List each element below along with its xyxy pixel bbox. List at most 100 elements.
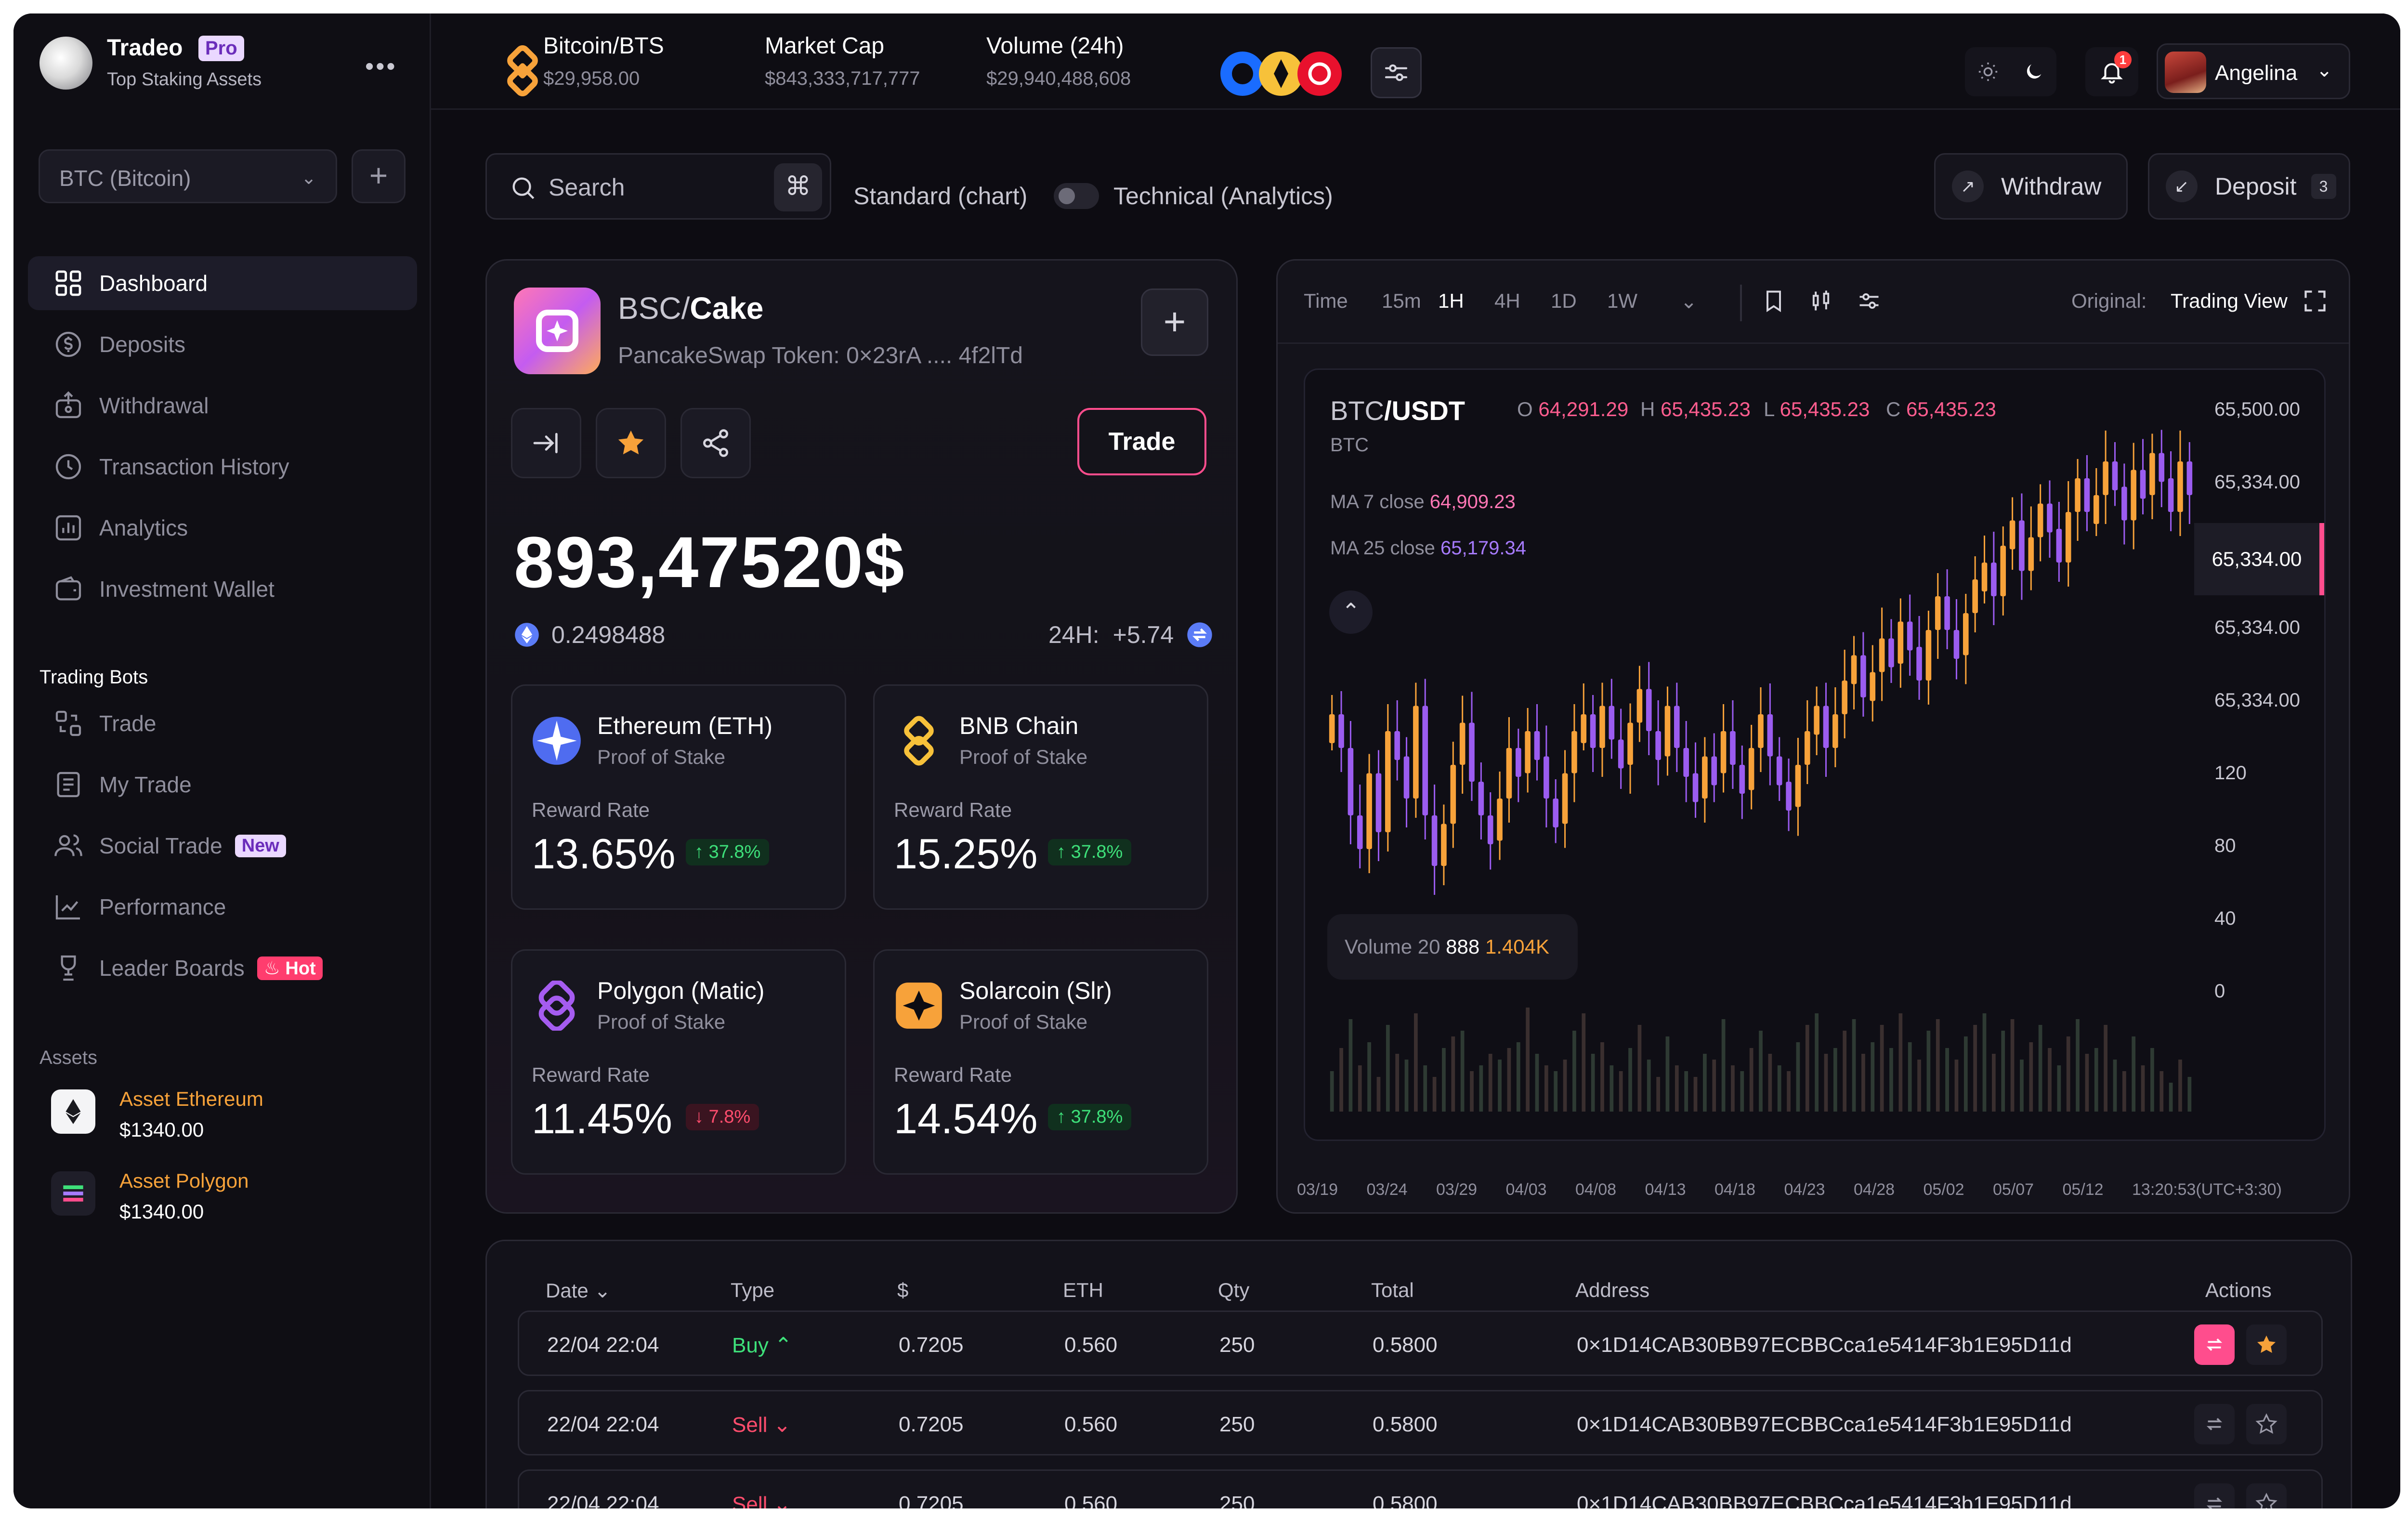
candle[interactable] xyxy=(1459,722,1466,765)
sidebar-item-withdrawal[interactable]: Withdrawal xyxy=(28,379,417,432)
candle[interactable] xyxy=(2037,503,2043,537)
candle[interactable] xyxy=(1786,782,1792,811)
timeframe-15m[interactable]: 15m xyxy=(1382,289,1421,312)
candle[interactable] xyxy=(1506,748,1512,799)
candle[interactable] xyxy=(1963,613,1969,655)
favorite-row-button[interactable] xyxy=(2246,1404,2287,1444)
candle[interactable] xyxy=(2028,537,2034,571)
candle[interactable] xyxy=(1711,756,1717,786)
candle[interactable] xyxy=(1898,621,1904,664)
candle[interactable] xyxy=(1907,621,1913,651)
candle[interactable] xyxy=(1655,731,1661,760)
candle[interactable] xyxy=(1627,722,1633,765)
candle[interactable] xyxy=(1394,731,1400,760)
candle[interactable] xyxy=(1748,748,1754,790)
candle[interactable] xyxy=(2000,546,2006,596)
staking-card[interactable]: Ethereum (ETH) Proof of Stake Reward Rate 1… xyxy=(511,684,846,910)
candle[interactable] xyxy=(2093,495,2099,524)
candle[interactable] xyxy=(1450,765,1456,824)
candle[interactable] xyxy=(1338,714,1344,748)
swap-button[interactable] xyxy=(2194,1324,2235,1365)
candle[interactable] xyxy=(1870,672,1876,701)
timeframe-1h[interactable]: 1H xyxy=(1438,289,1464,312)
chart-area[interactable]: BTC/USDT BTC O 64,291.29 H 65,435.23 L 6… xyxy=(1304,368,2326,1141)
candle[interactable] xyxy=(1422,706,1428,816)
candle[interactable] xyxy=(2177,461,2183,512)
candle[interactable] xyxy=(2056,529,2062,563)
candle[interactable] xyxy=(1758,714,1764,748)
candle[interactable] xyxy=(1944,596,1950,630)
candle[interactable] xyxy=(2186,461,2193,495)
staking-card[interactable]: Polygon (Matic) Proof of Stake Reward Rate… xyxy=(511,949,846,1175)
candle[interactable] xyxy=(2075,478,2081,512)
candle[interactable] xyxy=(1730,731,1736,765)
candle[interactable] xyxy=(1590,714,1596,748)
candle[interactable] xyxy=(1469,722,1475,782)
share-button[interactable] xyxy=(681,408,751,478)
candle[interactable] xyxy=(2103,461,2108,495)
favorite-row-button[interactable] xyxy=(2246,1483,2287,1508)
column-header-date[interactable]: Date ⌄ xyxy=(546,1279,611,1302)
candle[interactable] xyxy=(1925,630,1932,681)
candle[interactable] xyxy=(1515,748,1521,777)
candle[interactable] xyxy=(1357,815,1363,849)
deposit-button[interactable]: ↙ Deposit 3 xyxy=(2148,153,2350,220)
table-row[interactable]: 22/04 22:04 Sell ⌄ 0.7205 0.560 250 0.5800 0×1… xyxy=(518,1469,2323,1508)
candle[interactable] xyxy=(1692,773,1699,802)
sidebar-item-analytics[interactable]: Analytics xyxy=(28,501,417,555)
add-token-button[interactable]: + xyxy=(1141,288,1208,356)
candle[interactable] xyxy=(1795,765,1801,807)
candle[interactable] xyxy=(1991,563,1997,596)
candle[interactable] xyxy=(1329,714,1335,743)
sidebar-item-investment-wallet[interactable]: Investment Wallet xyxy=(28,562,417,616)
timeframe-1d[interactable]: 1D xyxy=(1551,289,1577,312)
chevron-down-icon[interactable]: ⌄ xyxy=(1680,290,1698,313)
candle[interactable] xyxy=(1953,630,1960,659)
user-menu[interactable]: Angelina ⌄ xyxy=(2157,43,2350,99)
candle[interactable] xyxy=(1441,824,1447,866)
staking-card[interactable]: BNB Chain Proof of Stake Reward Rate 15.25%… xyxy=(873,684,1208,910)
favorite-button[interactable] xyxy=(596,408,666,478)
candle[interactable] xyxy=(1599,706,1605,748)
candle[interactable] xyxy=(1366,773,1372,850)
candle[interactable] xyxy=(1544,756,1549,799)
candle[interactable] xyxy=(2019,520,2025,571)
search-input[interactable] xyxy=(549,173,741,202)
candle[interactable] xyxy=(1776,756,1782,786)
staking-card[interactable]: Solarcoin (Slr) Proof of Stake Reward Rate… xyxy=(873,949,1208,1175)
candle[interactable] xyxy=(1739,765,1745,794)
sidebar-item-dashboard[interactable]: Dashboard xyxy=(28,256,417,310)
candle[interactable] xyxy=(2112,461,2118,490)
candle[interactable] xyxy=(1981,563,1988,591)
candle[interactable] xyxy=(1431,815,1438,866)
candle[interactable] xyxy=(2084,478,2090,512)
moon-icon[interactable] xyxy=(2023,61,2045,83)
fullscreen-icon[interactable] xyxy=(2303,288,2328,314)
candle[interactable] xyxy=(1581,714,1587,743)
sidebar-item-trade[interactable]: Trade xyxy=(28,696,417,750)
candle[interactable] xyxy=(1767,714,1773,757)
bookmark-icon[interactable] xyxy=(1761,288,1786,314)
standard-chart-label[interactable]: Standard (chart) xyxy=(853,183,1028,210)
candle[interactable] xyxy=(1375,773,1382,833)
candle[interactable] xyxy=(1832,714,1838,748)
candle[interactable] xyxy=(1879,638,1885,672)
asset-item[interactable]: Asset Polygon $1340.00 xyxy=(39,1163,406,1230)
theme-toggle[interactable] xyxy=(1965,47,2056,96)
candle[interactable] xyxy=(1497,799,1503,841)
candle[interactable] xyxy=(1609,706,1615,740)
candle[interactable] xyxy=(1348,748,1354,815)
candle[interactable] xyxy=(1403,756,1410,799)
candle[interactable] xyxy=(2168,478,2174,512)
chain-logos-icon[interactable] xyxy=(1218,47,1353,100)
candle[interactable] xyxy=(1646,689,1652,732)
candle[interactable] xyxy=(1702,756,1708,799)
timeframe-4h[interactable]: 4H xyxy=(1494,289,1520,312)
candle[interactable] xyxy=(2121,486,2127,521)
technical-analytics-label[interactable]: Technical (Analytics) xyxy=(1113,183,1333,210)
table-row[interactable]: 22/04 22:04 Buy ⌃ 0.7205 0.560 250 0.5800 0×1D… xyxy=(518,1310,2323,1376)
trade-button[interactable]: Trade xyxy=(1077,408,1206,475)
candles-icon[interactable] xyxy=(1808,288,1833,314)
sliders-icon[interactable] xyxy=(1857,288,1882,314)
candle[interactable] xyxy=(2131,470,2136,521)
